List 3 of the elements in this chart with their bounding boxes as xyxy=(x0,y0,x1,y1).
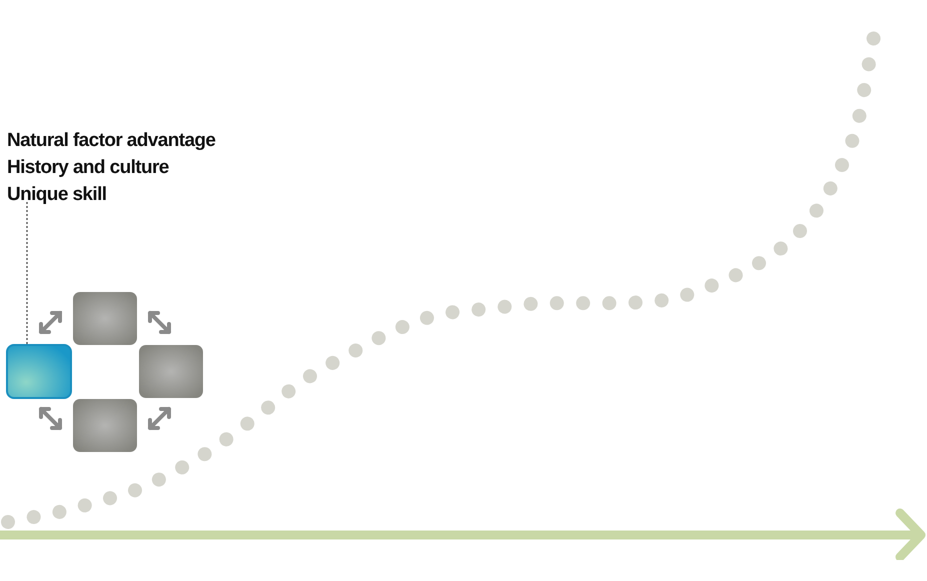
annotation: Unique skill xyxy=(7,183,108,207)
annotation: Natural factor advantage xyxy=(7,129,216,153)
annotation: History and culture xyxy=(7,156,170,180)
